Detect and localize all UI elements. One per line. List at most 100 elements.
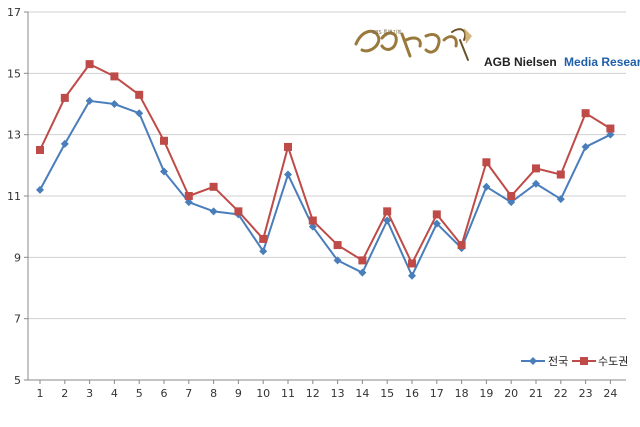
x-tick-label: 17 [430,387,444,400]
series-2 [36,60,615,268]
data-point-series-2 [581,109,590,118]
x-tick-label: 12 [306,387,320,400]
legend-marker-series-2 [580,357,588,365]
gridlines [24,11,626,384]
data-point-series-2 [482,158,491,167]
data-point-series-1 [308,222,317,231]
data-point-series-1 [408,271,416,280]
data-point-series-2 [358,256,367,265]
data-point-series-1 [209,207,218,216]
data-point-series-1 [556,195,565,204]
series-line-1 [39,99,611,277]
data-point-series-2 [308,216,317,225]
x-tick-label: 16 [405,387,419,400]
data-point-series-2 [606,124,615,133]
data-point-series-2 [457,241,466,250]
data-point-series-1 [85,96,94,105]
data-point-series-2 [36,146,44,154]
data-point-series-2 [383,207,392,216]
data-point-series-1 [482,182,491,191]
data-point-series-2 [209,182,218,191]
data-point-series-2 [234,207,243,216]
data-point-series-2 [507,192,516,200]
legend-item-series-1: 전국 [521,355,568,368]
agb-nielsen-logo: SBS 특별기획 AGB Nielsen Media Research [354,28,640,69]
data-point-series-1 [36,185,44,194]
data-point-series-1 [358,268,367,277]
data-point-series-2 [333,241,342,250]
x-tick-label: 11 [281,387,295,400]
data-point-series-2 [408,259,416,268]
x-tick-label: 3 [86,387,93,400]
x-tick-label: 9 [235,387,242,400]
logo-brand-blue: Media Research [564,55,640,69]
data-point-series-2 [284,142,292,151]
y-tick-label: 17 [7,6,21,19]
data-point-series-2 [184,192,193,200]
x-tick-label: 20 [504,387,518,400]
y-tick-label: 13 [7,129,21,142]
legend-label-series-2: 수도권 [598,355,628,368]
legend-label-series-1: 전국 [548,355,568,368]
data-point-series-2 [556,170,565,179]
series-1 [36,96,615,280]
data-point-series-1 [606,130,615,139]
data-point-series-1 [184,198,193,207]
x-tick-label: 13 [331,387,345,400]
data-point-series-1 [259,247,268,256]
data-point-series-2 [432,210,441,219]
y-tick-labels: 5 7 9 11 13 15 17 [7,6,21,387]
data-point-series-1 [581,142,590,151]
series-layer [36,60,615,280]
y-tick-label: 7 [14,313,21,326]
x-tick-label: 24 [603,387,617,400]
svg-text:SBS 특별기획: SBS 특별기획 [372,29,402,36]
x-tick-label: 8 [210,387,217,400]
logo-brand-text: AGB Nielsen Media Research [484,55,640,69]
data-point-series-2 [135,90,144,99]
x-tick-label: 18 [455,387,469,400]
x-tick-label: 4 [111,387,118,400]
y-tick-label: 9 [14,251,21,264]
data-point-series-1 [507,198,516,207]
y-tick-label: 11 [7,190,21,203]
legend-marker-series-1 [529,357,537,365]
program-title-graphic: SBS 특별기획 [354,28,472,61]
data-point-series-1 [432,219,441,228]
x-tick-label: 23 [579,387,593,400]
axes [27,12,626,381]
data-point-series-1 [333,256,342,265]
x-tick-label: 7 [185,387,192,400]
x-tick-label: 14 [355,387,369,400]
x-tick-label: 2 [61,387,68,400]
legend: 전국 수도권 [521,355,628,368]
x-tick-label: 21 [529,387,543,400]
legend-item-series-2: 수도권 [572,355,628,368]
x-tick-label: 5 [136,387,143,400]
data-point-series-1 [110,100,119,108]
data-point-series-2 [532,164,540,173]
series-line-2 [39,63,611,265]
data-point-series-2 [160,136,168,145]
x-tick-label: 15 [380,387,394,400]
data-point-series-1 [532,179,540,188]
x-tick-label: 6 [161,387,168,400]
data-point-series-2 [110,72,119,81]
data-point-series-1 [60,139,69,148]
data-point-series-2 [85,60,94,69]
data-point-series-1 [160,167,168,176]
x-tick-labels: 1 2 3 4 5 6 7 8 9 10 11 12 13 14 15 16 17 18 19 20 21 22 23 24 [37,387,618,400]
x-tick-label: 1 [37,387,44,400]
data-point-series-1 [284,170,292,179]
data-point-series-2 [259,234,268,243]
y-tick-label: 5 [14,374,21,387]
x-tick-label: 19 [479,387,493,400]
x-tick-label: 10 [256,387,270,400]
logo-brand-black: AGB Nielsen [484,55,557,69]
data-point-series-1 [135,109,144,118]
y-tick-label: 15 [7,67,21,80]
data-point-series-1 [383,216,392,225]
data-point-series-2 [60,93,69,102]
x-tick-label: 22 [554,387,568,400]
